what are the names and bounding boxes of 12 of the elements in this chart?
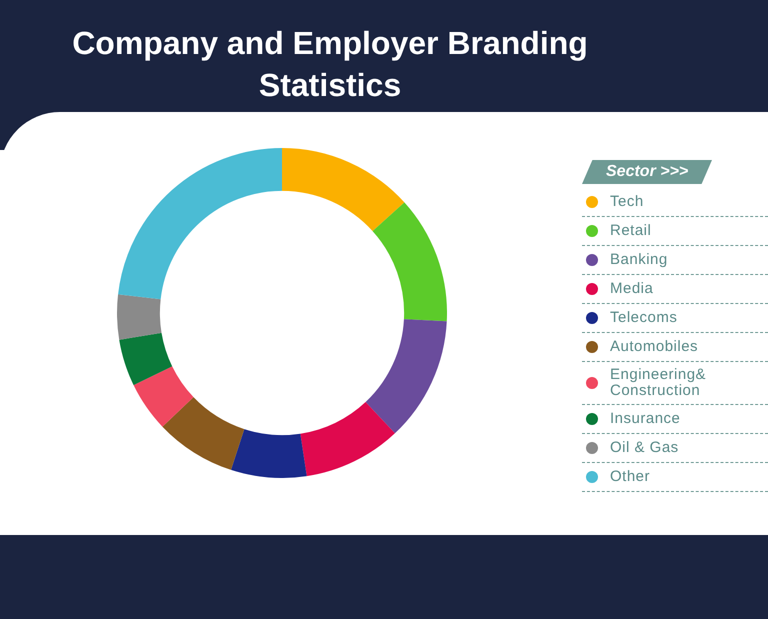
legend-label: Other xyxy=(610,468,650,485)
legend-label: Telecoms xyxy=(610,309,678,326)
legend-label: Engineering& Construction xyxy=(610,366,708,399)
chart-title: Company and Employer Branding Statistics xyxy=(71,24,589,105)
legend-label: Oil & Gas xyxy=(610,439,679,456)
legend-label: Automobiles xyxy=(610,338,698,355)
legend-title: Sector >>> xyxy=(582,160,712,184)
legend-label: Insurance xyxy=(610,410,680,427)
legend-label: Retail xyxy=(610,222,652,239)
legend-label: Banking xyxy=(610,251,668,268)
legend-label: Tech xyxy=(610,193,644,210)
legend-label: Media xyxy=(610,280,654,297)
